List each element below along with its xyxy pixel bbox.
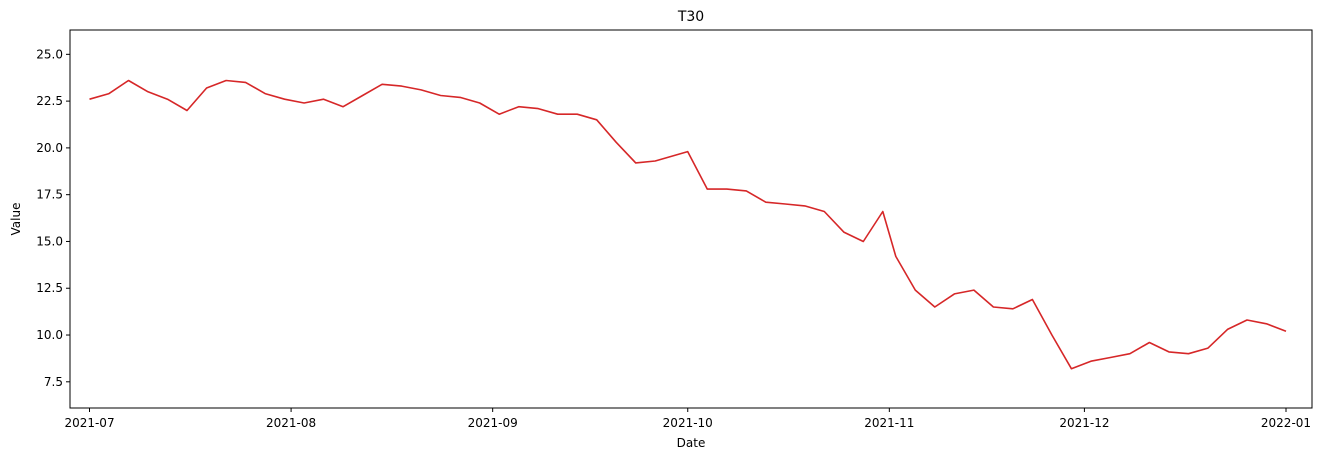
x-axis-label: Date	[677, 436, 706, 450]
plot-frame	[69, 29, 1313, 409]
y-tick-label: 10.0	[36, 328, 63, 342]
axis-ticks: 2021-07 2021-08 2021-09 2021-10 2021-11 2021-…	[36, 47, 1311, 430]
series-line-0	[89, 79, 1287, 370]
y-axis-label: Value	[9, 203, 23, 236]
series-group	[89, 79, 1287, 370]
x-tick-label: 2022-01	[1261, 416, 1311, 430]
chart-title: T30	[677, 9, 704, 25]
y-tick-label: 25.0	[36, 47, 63, 61]
y-tick-label: 22.5	[36, 94, 63, 108]
x-tick-label: 2021-10	[663, 416, 713, 430]
y-tick-label: 17.5	[36, 188, 63, 202]
x-tick-label: 2021-12	[1059, 416, 1109, 430]
y-tick-label: 12.5	[36, 281, 63, 295]
y-tick-label: 7.5	[44, 375, 63, 389]
y-tick-label: 20.0	[36, 141, 63, 155]
x-tick-label: 2021-09	[468, 416, 518, 430]
x-tick-label: 2021-11	[864, 416, 914, 430]
x-tick-label: 2021-08	[266, 416, 316, 430]
x-tick-label: 2021-07	[64, 416, 114, 430]
y-tick-label: 15.0	[36, 234, 63, 248]
